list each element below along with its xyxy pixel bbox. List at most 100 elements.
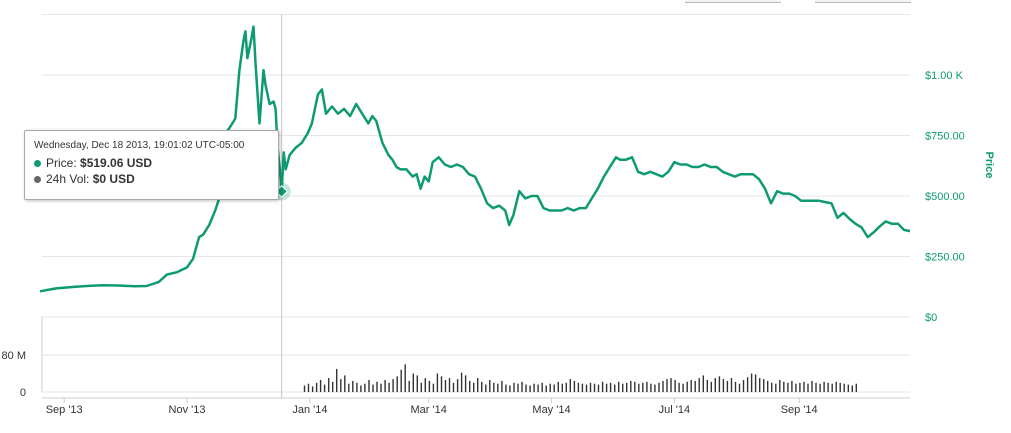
volume-bar [380, 383, 382, 392]
volume-bar [328, 378, 330, 392]
volume-bar [718, 376, 721, 392]
volume-bar [670, 378, 672, 392]
tooltip-volume-row: 24h Vol: $0 USD [34, 171, 278, 187]
price-tick-label: $250.00 [925, 252, 965, 264]
price-dot-icon [34, 160, 41, 167]
time-tick-label: Jan '14 [292, 404, 327, 416]
volume-bar [823, 381, 825, 392]
volume-bar [614, 384, 616, 392]
volume-bar [368, 380, 370, 392]
volume-bar [400, 369, 402, 392]
price-series [39, 25, 911, 293]
volume-bar [783, 381, 785, 392]
volume-bar [336, 368, 338, 392]
volume-bar [416, 375, 418, 393]
volume-bars [303, 364, 857, 393]
price-axis-ticks: $0 $250.00 $500.00 $750.00 $1.00 K [925, 70, 965, 324]
price-tick-label: $750.00 [925, 131, 965, 143]
volume-bar [799, 382, 801, 393]
volume-bar [811, 380, 813, 392]
volume-bar [754, 374, 757, 392]
volume-bar [831, 383, 833, 392]
volume-bar [678, 382, 680, 393]
volume-bar [573, 380, 576, 392]
volume-bar [376, 381, 378, 392]
price-axis-title: Price [983, 152, 995, 179]
volume-bar [650, 383, 652, 392]
time-axis-ticks: Sep '13 Nov '13 Jan '14 Mar '14 May '14 Jul '… [46, 398, 818, 416]
volume-bar [674, 380, 676, 392]
volume-bar [356, 382, 358, 393]
volume-bar [505, 384, 507, 392]
volume-bar [819, 383, 821, 392]
volume-tick-label: 80 M [2, 350, 26, 362]
volume-bar [440, 376, 443, 392]
volume-bar [702, 375, 704, 393]
volume-bar [412, 373, 414, 392]
volume-bar [388, 382, 390, 393]
volume-bar [392, 379, 394, 393]
tooltip-price-row: Price: $519.06 USD [34, 155, 278, 171]
volume-bar [469, 380, 471, 392]
volume-bar [710, 381, 712, 392]
volume-bar [509, 385, 511, 392]
volume-bar [545, 385, 547, 392]
volume-bar [605, 383, 608, 392]
volume-bar [569, 379, 571, 393]
volume-bar [344, 375, 346, 393]
volume-bar [485, 384, 487, 392]
volume-axis-ticks: 0 80 M [2, 350, 26, 399]
volume-bar [464, 375, 467, 393]
volume-bar [372, 384, 374, 392]
volume-bar [360, 385, 362, 392]
volume-bar [537, 384, 539, 392]
volume-bar [815, 382, 817, 393]
volume-tick-label: 0 [20, 387, 26, 399]
tooltip-volume-value: $0 USD [92, 172, 135, 186]
volume-bar [589, 382, 592, 393]
volume-bar [835, 381, 837, 392]
volume-bar [630, 380, 632, 392]
volume-bar [319, 380, 322, 392]
volume-bar [791, 380, 793, 392]
volume-bar [795, 383, 797, 392]
volume-bar [481, 381, 483, 392]
volume-bar [581, 383, 584, 392]
volume-bar [722, 379, 725, 393]
tooltip-price-label: Price: [46, 156, 77, 170]
volume-bar [565, 382, 567, 393]
volume-bar [714, 378, 716, 392]
volume-bar [340, 379, 342, 393]
volume-bar [533, 383, 535, 392]
volume-bar [424, 378, 426, 392]
volume-bar [553, 384, 555, 392]
time-tick-label: May '14 [532, 404, 570, 416]
volume-bar [577, 382, 580, 393]
volume-bar [775, 383, 777, 392]
volume-bar [529, 385, 531, 392]
volume-bar [497, 383, 499, 392]
volume-bar [501, 380, 503, 392]
volume-bar [763, 379, 765, 393]
time-tick-label: Sep '14 [781, 404, 818, 416]
volume-bar [460, 372, 463, 392]
volume-bar [477, 378, 479, 392]
range-button-right[interactable] [815, 0, 911, 3]
range-button-left[interactable] [685, 0, 781, 3]
volume-bar [843, 383, 845, 392]
volume-bar [444, 380, 447, 392]
volume-bar [787, 382, 789, 393]
volume-bar [541, 382, 543, 393]
price-tick-label: $1.00 K [925, 70, 964, 82]
volume-bar [315, 382, 318, 393]
volume-bar [364, 383, 366, 392]
time-tick-label: Sep '13 [46, 404, 83, 416]
volume-bar [686, 381, 688, 392]
volume-bar [332, 381, 334, 392]
volume-bar [525, 384, 527, 392]
volume-bar [746, 377, 749, 392]
volume-bar [513, 382, 515, 393]
volume-bar [646, 381, 648, 392]
volume-bar [827, 382, 829, 393]
volume-bar [642, 382, 644, 393]
